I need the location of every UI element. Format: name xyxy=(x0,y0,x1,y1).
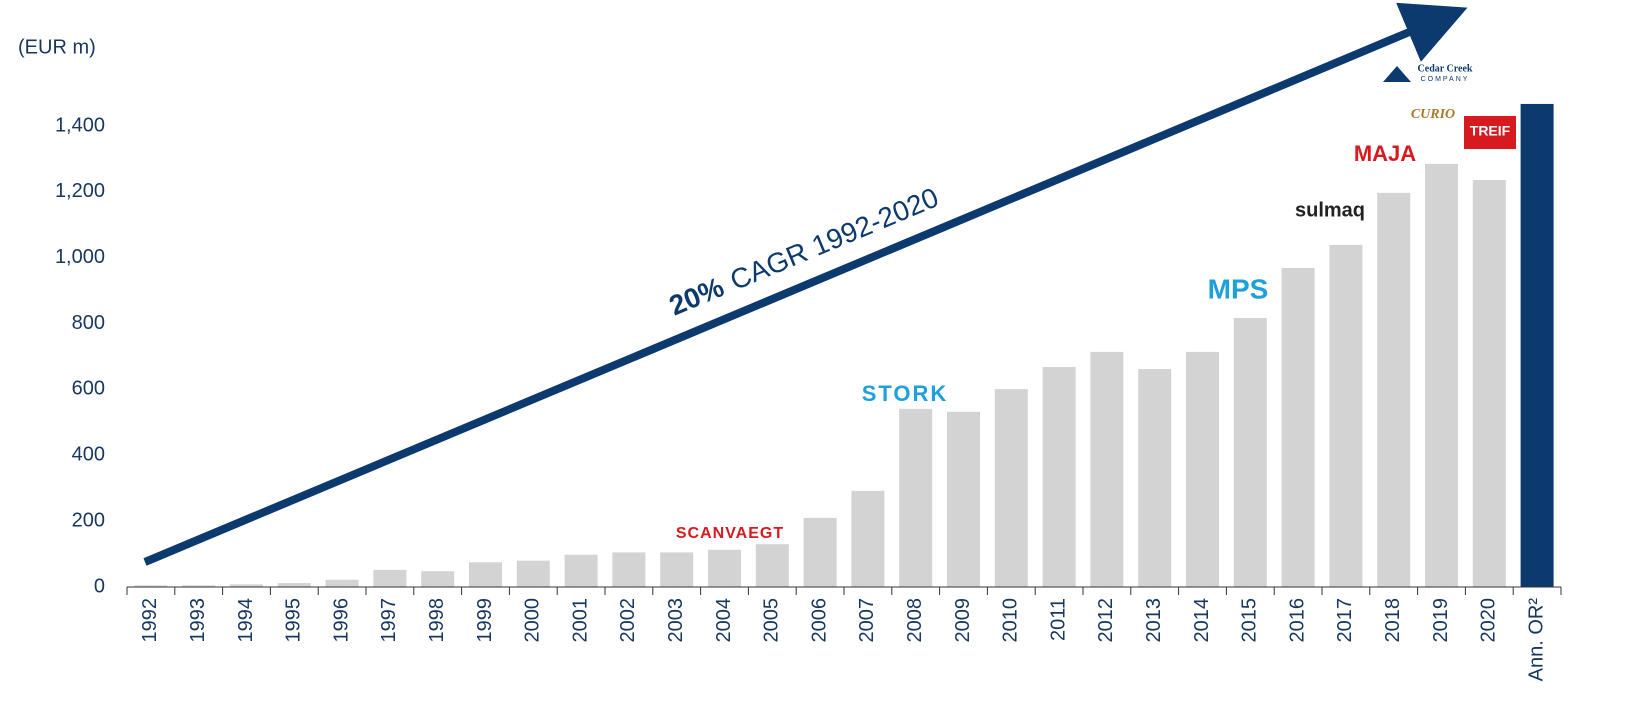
x-tick-label: 1999 xyxy=(474,598,496,643)
x-tick-label: 2017 xyxy=(1334,598,1356,643)
x-tick-label: 1993 xyxy=(187,598,209,643)
logo-box xyxy=(1464,116,1516,149)
bar xyxy=(516,560,550,587)
bar xyxy=(660,552,694,587)
bar xyxy=(708,549,741,587)
bar xyxy=(1377,192,1411,587)
bar xyxy=(469,562,502,587)
bar xyxy=(1138,369,1172,587)
x-tick-label: 1996 xyxy=(330,598,352,643)
logo-label: STORK xyxy=(862,381,949,406)
x-tick-label: 1994 xyxy=(235,598,257,643)
cagr-value: 20% xyxy=(665,271,729,321)
x-tick-label: 2001 xyxy=(569,598,591,643)
y-tick-label: 1,200 xyxy=(55,180,105,202)
x-tick-label: 2011 xyxy=(1047,598,1069,641)
bar xyxy=(1329,244,1363,588)
bar xyxy=(1090,351,1124,587)
x-tick-label: 1992 xyxy=(139,598,161,643)
bar xyxy=(277,583,311,587)
x-tick-label: 2020 xyxy=(1478,598,1500,643)
y-axis-label: (EUR m) xyxy=(18,36,96,58)
x-tick-label: 2016 xyxy=(1286,598,1308,643)
x-tick-label: 2014 xyxy=(1191,598,1213,643)
bar xyxy=(1520,103,1554,587)
bar xyxy=(1186,351,1219,587)
logo-label: MPS xyxy=(1208,273,1269,304)
x-tick-label: Ann. OR² xyxy=(1525,598,1547,682)
x-tick-label: 2005 xyxy=(761,598,783,643)
x-tick-label: 2000 xyxy=(522,598,544,643)
x-tick-label: 2019 xyxy=(1430,598,1452,643)
logo-label: COMPANY xyxy=(1421,76,1470,83)
y-tick-label: 0 xyxy=(94,575,105,597)
logo-label: SCANVAEGT xyxy=(676,525,784,542)
logo-label: Cedar Creek xyxy=(1418,63,1473,74)
y-tick-label: 1,400 xyxy=(55,114,105,136)
bar xyxy=(421,571,455,587)
bar xyxy=(803,517,837,587)
x-tick-label: 2015 xyxy=(1239,598,1261,643)
y-tick-label: 200 xyxy=(72,509,105,531)
bar xyxy=(230,584,263,587)
bar xyxy=(851,490,885,587)
y-tick-label: 400 xyxy=(72,444,105,466)
x-tick-label: 2004 xyxy=(713,598,735,643)
cagr-arrow xyxy=(143,2,1468,566)
x-tick-label: 1998 xyxy=(426,598,448,643)
logo-label: sulmaq xyxy=(1295,199,1365,221)
bar xyxy=(755,544,789,587)
x-tick-label: 2010 xyxy=(1000,598,1022,643)
x-tick-label: 2012 xyxy=(1095,598,1117,643)
bar xyxy=(899,408,933,587)
y-tick-label: 800 xyxy=(72,312,105,334)
logo-label: TREIF xyxy=(1470,123,1511,139)
x-tick-label: 1997 xyxy=(378,598,400,643)
bar xyxy=(947,411,980,587)
x-tick-label: 2008 xyxy=(904,598,926,643)
x-tick-label: 2009 xyxy=(952,598,974,643)
x-tick-label: 2002 xyxy=(617,598,639,643)
bar xyxy=(994,389,1028,587)
x-tick-label: 2007 xyxy=(856,598,878,643)
bar xyxy=(1281,267,1315,587)
logo-mark xyxy=(1383,66,1411,82)
bar xyxy=(564,554,598,587)
cagr-label: 20% CAGR 1992-2020 xyxy=(665,182,943,322)
bar xyxy=(1425,163,1458,587)
x-tick-label: 2006 xyxy=(808,598,830,643)
logo-label: CURIO xyxy=(1411,107,1455,122)
bar xyxy=(1233,317,1267,587)
logo-label: MAJA xyxy=(1354,141,1416,166)
bar xyxy=(1042,367,1076,587)
x-tick-label: 2018 xyxy=(1382,598,1404,643)
y-tick-label: 1,000 xyxy=(55,246,105,268)
y-tick-label: 600 xyxy=(72,378,105,400)
bar xyxy=(612,552,646,587)
x-tick-label: 2013 xyxy=(1143,598,1165,643)
bar xyxy=(373,569,407,587)
bar xyxy=(134,585,168,587)
x-tick-label: 2003 xyxy=(665,598,687,643)
bar xyxy=(325,579,359,587)
x-tick-label: 1995 xyxy=(283,598,305,643)
bar xyxy=(182,585,216,587)
bar xyxy=(1472,180,1506,587)
